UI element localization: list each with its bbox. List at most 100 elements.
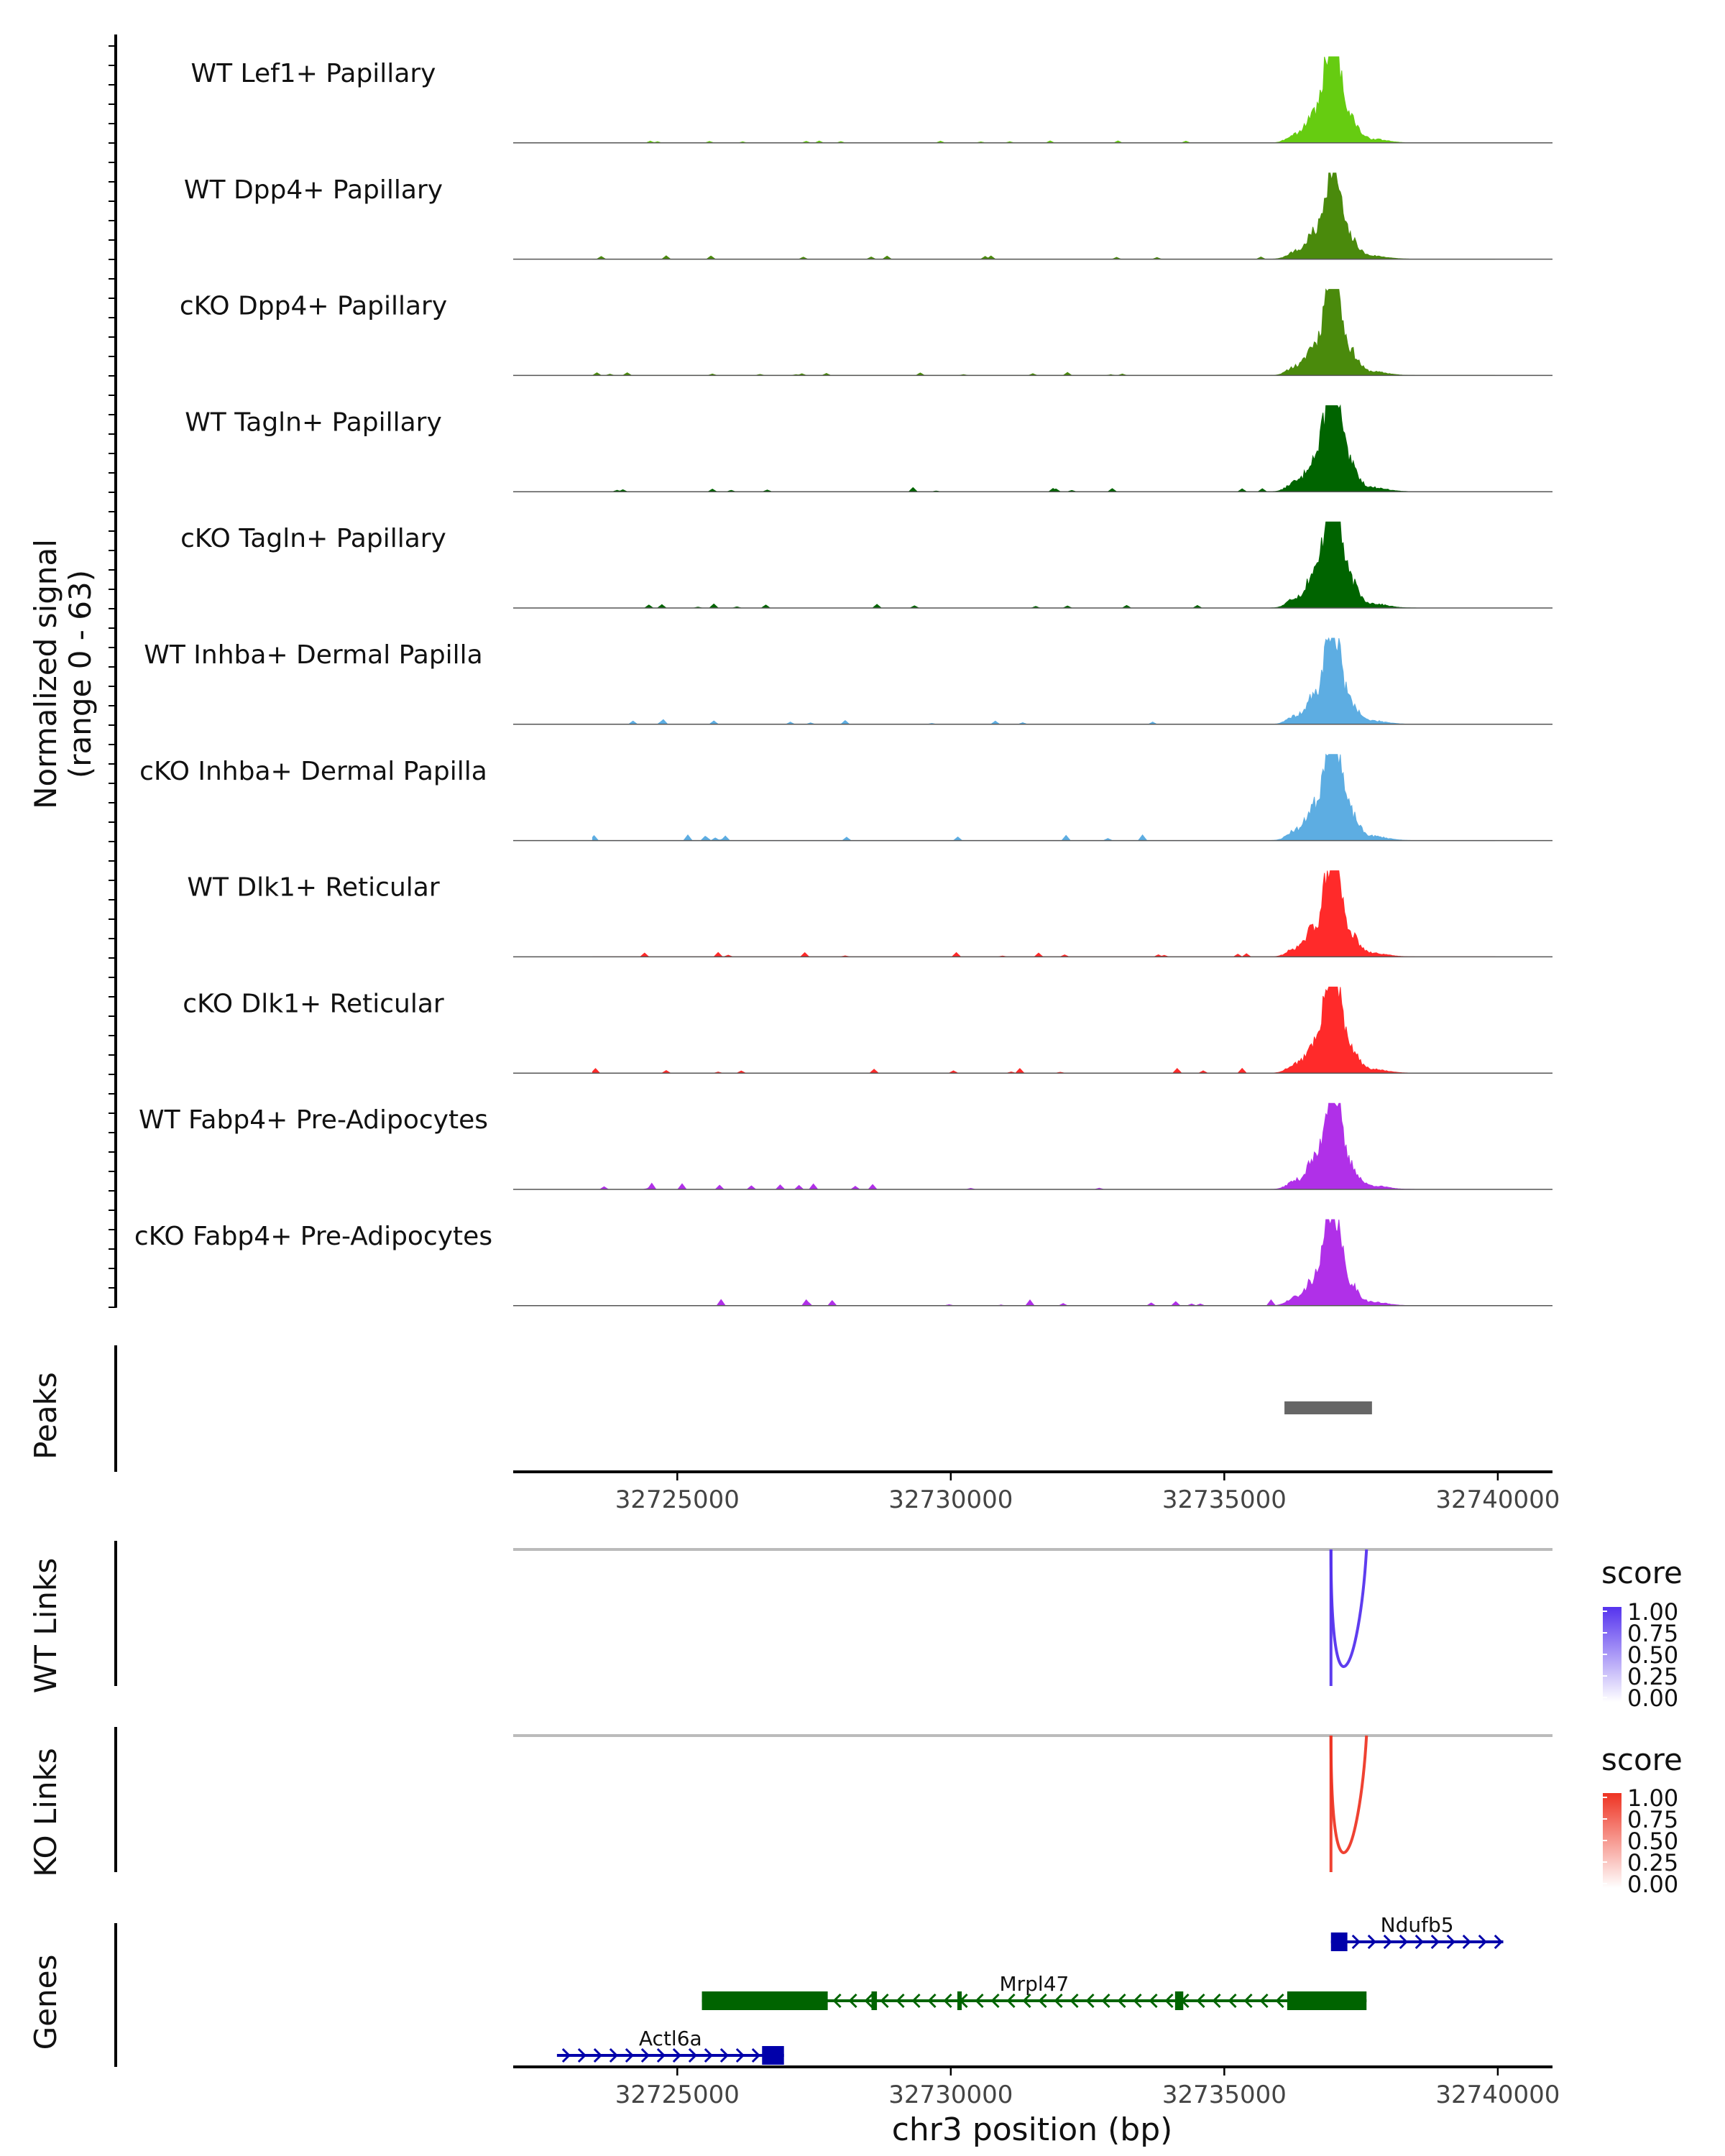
coverage-tracks: WT Lef1+ Papillary WT Dpp4+ Papillary cKO … [109, 34, 1552, 1308]
gene-strand-arrow [1367, 1934, 1376, 1950]
peaks-track: 32725000 32730000 32735000 32740000 [114, 1345, 1560, 1514]
x-axis-title: chr3 position (bp) [892, 2111, 1173, 2148]
track-label: WT Dlk1+ Reticular [187, 873, 439, 903]
gene-strand-arrow [1228, 1993, 1237, 2009]
gene-strand-arrow [1494, 1934, 1503, 1950]
gene-strand-arrow [927, 1993, 937, 2009]
coverage-area [592, 1102, 1496, 1190]
track-label: cKO Dpp4+ Papillary [180, 292, 447, 321]
track-label: cKO Tagln+ Papillary [180, 524, 446, 553]
gene-strand-arrow [1478, 1934, 1487, 1950]
peak-region [1284, 1401, 1372, 1414]
legend-tick-label: 0.75 [1627, 1620, 1678, 1647]
gene-strand-arrow [911, 1993, 921, 2009]
coverage-ylabel-range: (range 0 - 63) [63, 570, 98, 778]
coverage-ylabel: Normalized signal [28, 539, 63, 809]
gene-name: Mrpl47 [999, 1972, 1069, 1996]
legend-tick-label: 1.00 [1627, 1784, 1678, 1812]
gene-strand-arrow [1149, 1993, 1158, 2009]
gene-exon [1287, 1991, 1367, 2010]
coverage-area [592, 56, 1496, 144]
gene-exon [1174, 1991, 1184, 2010]
gene-strand-arrow [1054, 1993, 1063, 2009]
legend-tick-label: 0.25 [1627, 1663, 1678, 1690]
coverage-area [592, 1219, 1496, 1307]
track-label: WT Fabp4+ Pre-Adipocytes [139, 1105, 488, 1135]
gene-strand-arrow [577, 2047, 587, 2063]
gene-strand-arrow [1070, 1993, 1079, 2009]
coverage-area [592, 521, 1496, 609]
gene-strand-arrow [1006, 1993, 1016, 2009]
legend-tick-label: 1.00 [1627, 1598, 1678, 1626]
gene-exon [871, 1991, 878, 2010]
x-axis-tick-label: 32740000 [1435, 1485, 1560, 1514]
gene-strand-arrow [1414, 1934, 1424, 1950]
gene-strand-arrow [1383, 1934, 1392, 1950]
track-label: WT Lef1+ Papillary [191, 59, 436, 88]
gene-strand-arrow [1430, 1934, 1440, 1950]
gene-strand-arrow [625, 2047, 635, 2063]
x-axis-tick-label: 32725000 [615, 2081, 740, 2109]
gene-strand-arrow [975, 1993, 984, 2009]
x-axis-tick-label: 32735000 [1162, 1485, 1287, 1514]
gene-name: Ndufb5 [1381, 1913, 1454, 1937]
ko-links-label: KO Links [28, 1748, 63, 1877]
track-label: WT Tagln+ Papillary [185, 407, 442, 437]
gene-strand-arrow [1351, 1934, 1361, 1950]
legend-tick-label: 0.50 [1627, 1641, 1678, 1669]
gene-exon [1330, 1932, 1348, 1951]
gene-strand-arrow [832, 1993, 842, 2009]
track-label: cKO Fabp4+ Pre-Adipocytes [134, 1222, 492, 1251]
genes-label: Genes [28, 1955, 63, 2050]
gene-strand-arrow [896, 1993, 905, 2009]
coverage-area [592, 637, 1496, 725]
gene-exon [957, 1991, 962, 2010]
wt-links-legend-title: score [1601, 1555, 1683, 1590]
x-axis-tick-label: 32725000 [615, 1485, 740, 1514]
x-axis-tick-label: 32740000 [1435, 2081, 1560, 2109]
gene-strand-arrow [735, 2047, 745, 2063]
gene-strand-arrow [1101, 1993, 1110, 2009]
gene-strand-arrow [593, 2047, 603, 2063]
gene-strand-arrow [1022, 1993, 1031, 2009]
gene-strand-arrow [1462, 1934, 1471, 1950]
gene-strand-arrow [848, 1993, 857, 2009]
wt-links-label: WT Links [28, 1558, 63, 1693]
gene-exon [762, 2046, 784, 2065]
gene-strand-arrow [561, 2047, 571, 2063]
x-axis-tick-label: 32730000 [888, 2081, 1013, 2109]
link-arc [1329, 1549, 1368, 1668]
gene-strand-arrow [1164, 1993, 1174, 2009]
coverage-area [592, 870, 1496, 958]
gene-strand-arrow [864, 1993, 873, 2009]
gene-strand-arrow [1259, 1993, 1269, 2009]
gene-strand-arrow [704, 2047, 714, 2063]
gene-strand-arrow [1243, 1993, 1253, 2009]
gene-strand-arrow [719, 2047, 730, 2063]
coverage-area [592, 404, 1496, 492]
gene-strand-arrow [943, 1993, 952, 2009]
gene-strand-arrow [1038, 1993, 1047, 2009]
track-label: cKO Dlk1+ Reticular [183, 989, 444, 1018]
gene-strand-arrow [640, 2047, 650, 2063]
links-tracks: 1.000.750.500.250.001.000.750.500.250.00 [114, 1541, 1678, 1898]
x-axis-tick-label: 32735000 [1162, 2081, 1287, 2109]
gene-strand-arrow [880, 1993, 889, 2009]
gene-strand-arrow [1133, 1993, 1142, 2009]
legend-tick-label: 0.00 [1627, 1871, 1678, 1898]
gene-strand-arrow [1117, 1993, 1126, 2009]
gene-strand-arrow [990, 1993, 1000, 2009]
track-label: cKO Inhba+ Dermal Papilla [139, 757, 487, 786]
coverage-area [592, 288, 1496, 376]
gene-strand-arrow [1085, 1993, 1095, 2009]
link-arc [1329, 1735, 1368, 1854]
coverage-area [592, 753, 1496, 842]
gene-strand-arrow [656, 2047, 666, 2063]
x-axis-tick-label: 32730000 [888, 1485, 1013, 1514]
gene-strand-arrow [688, 2047, 698, 2063]
gene-strand-arrow [1275, 1993, 1284, 2009]
genes-track: Ndufb5 Mrpl47 Actl6a 32725000 32730000 327350… [114, 1913, 1560, 2109]
ko-links-legend-title: score [1601, 1742, 1683, 1777]
gene-strand-arrow [1212, 1993, 1221, 2009]
